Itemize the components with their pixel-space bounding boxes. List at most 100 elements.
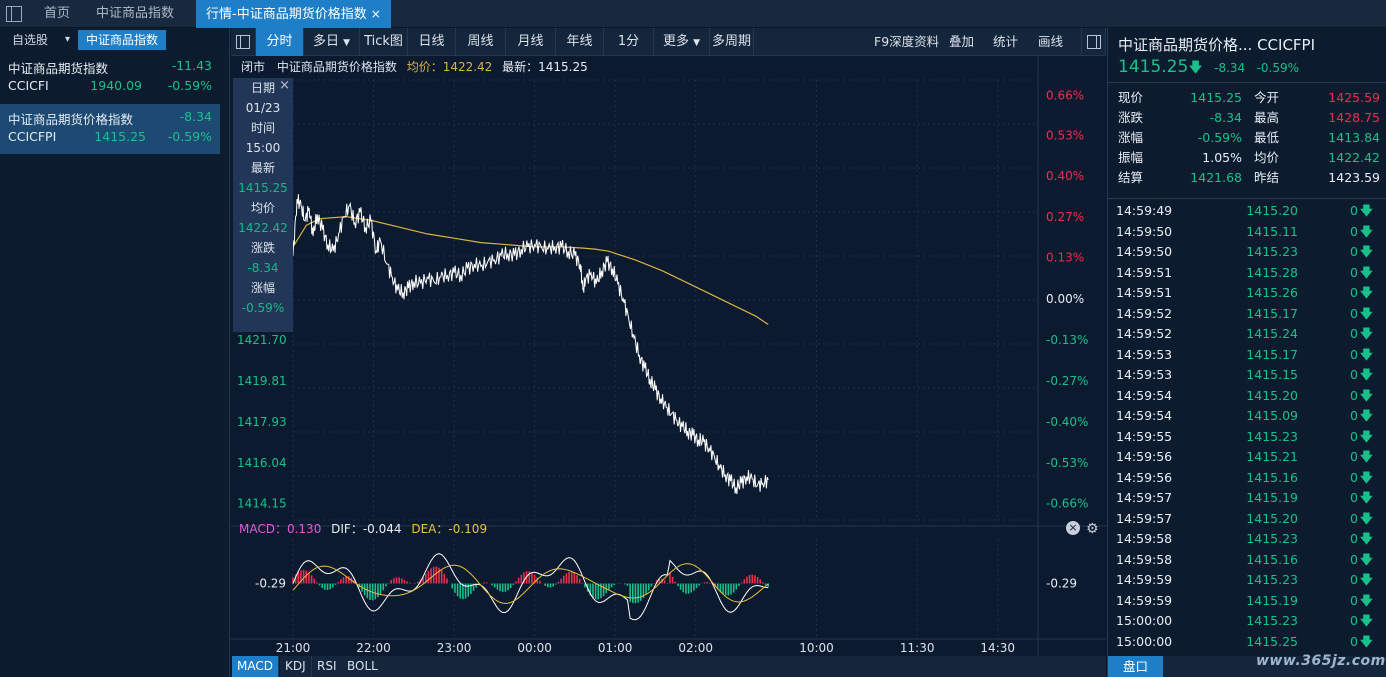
tick-time: 14:59:56 (1116, 449, 1173, 464)
y-tick-label: 1421.70 (237, 333, 287, 347)
chart-layout-icon[interactable] (231, 28, 256, 56)
y-tick-label: 1417.93 (237, 415, 287, 429)
arrow-down-icon: 🡇 (1360, 428, 1373, 444)
list-item[interactable]: 中证商品期货指数 -11.43 CCICFI 1940.09 -0.59% (0, 53, 220, 101)
tab-kdj[interactable]: KDJ (280, 656, 312, 677)
tick-price: 1415.17 (1246, 346, 1298, 362)
crosshair-avg-value: 1422.42 (238, 221, 288, 235)
arrow-down-icon: 🡇 (1360, 408, 1373, 423)
price-header: 1415.25🡇 -8.34 -0.59% (1118, 57, 1299, 81)
quote-value: 1423.59 (1328, 170, 1380, 185)
quote-label: 振幅 (1118, 150, 1144, 165)
tick-volume: 0 (1350, 346, 1358, 362)
list-item-code: CCICFPI (8, 129, 57, 144)
quote-label: 涨跌 (1118, 110, 1144, 125)
close-icon[interactable]: × (370, 7, 381, 21)
close-icon[interactable]: × (279, 78, 290, 93)
tab-more[interactable]: 更多 ▼ (654, 28, 710, 56)
tab-yearly[interactable]: 年线 (556, 28, 604, 56)
y-tick-label: 1416.04 (237, 456, 287, 470)
tick-volume: 0 (1350, 203, 1358, 218)
tick-volume: 0 (1350, 572, 1358, 587)
tick-volume: 0 (1350, 305, 1358, 321)
tab-multi-period[interactable]: 多周期 (710, 28, 754, 56)
list-item-name: 中证商品期货价格指数 (8, 112, 134, 127)
tick-price: 1415.23 (1246, 613, 1298, 628)
crosshair-info-box: × 日期 01/23 时间 15:00 最新 1415.25 均价 1422.4… (233, 78, 293, 332)
tab-commodity-list[interactable]: 中证商品指数 (78, 30, 167, 50)
tab-tick[interactable]: Tick图 (360, 28, 408, 56)
tab-macd[interactable]: MACD (232, 656, 279, 677)
tab-home[interactable]: 首页 (44, 6, 71, 21)
tick-volume: 0 (1350, 469, 1358, 485)
tab-weekly[interactable]: 周线 (456, 28, 506, 56)
tab-multi-day[interactable]: 多日 ▼ (304, 28, 360, 56)
statistics-button[interactable]: 统计 (993, 34, 1019, 49)
pct-tick-label: -0.53% (1046, 456, 1088, 470)
collapse-panel-icon[interactable] (1081, 28, 1106, 56)
tab-1min[interactable]: 1分 (604, 28, 654, 56)
tick-row: 14:59:54 1415.20 0 🡇 (1108, 386, 1386, 406)
tick-volume: 0 (1350, 367, 1358, 382)
y-tick-label: 1419.81 (237, 374, 287, 388)
list-item-change: -11.43 (171, 58, 212, 73)
tick-price: 1415.20 (1246, 387, 1298, 403)
tick-price: 1415.23 (1246, 572, 1298, 587)
macd-info-bar: MACD：0.130 DIF：-0.044 DEA：-0.109 × ⚙ (231, 520, 1106, 538)
arrow-down-icon: 🡇 (1360, 305, 1373, 321)
tab-more-label: 更多 (662, 34, 689, 49)
f9-deep-data-button[interactable]: F9深度资料 (874, 34, 940, 49)
intraday-chart[interactable]: 21:00 22:00 23:00 00:00 01:00 02:00 10:00 11:30… (231, 56, 1106, 656)
instrument-title: 中证商品期货价格... CCICFPI (1118, 36, 1316, 54)
layout-toggle-icon[interactable] (6, 6, 22, 22)
pct-tick-label: 0.53% (1046, 129, 1084, 143)
close-icon[interactable]: × (1066, 521, 1080, 535)
overlay-button[interactable]: 叠加 (949, 34, 975, 49)
divider (1108, 82, 1386, 83)
tick-price: 1415.26 (1246, 285, 1298, 300)
pct-tick-label: -0.66% (1046, 497, 1088, 511)
tick-volume: 0 (1350, 223, 1358, 239)
list-item-pct: -0.59% (167, 129, 212, 144)
tab-intraday[interactable]: 分时 (256, 28, 304, 56)
chevron-down-icon[interactable]: ▾ (64, 34, 70, 45)
tick-price: 1415.23 (1246, 531, 1298, 546)
arrow-down-icon: 🡇 (1360, 531, 1373, 546)
x-tick-label: 10:00 (799, 641, 834, 655)
tick-row: 14:59:51 1415.26 0 🡇 (1108, 283, 1386, 303)
quote-value: 1422.42 (1328, 150, 1380, 165)
current-price: 1415.25 (1118, 57, 1189, 77)
price-change: -8.34 (1214, 61, 1246, 75)
order-book-tab[interactable]: 盘口 (1108, 656, 1163, 677)
tick-time: 15:00:00 (1116, 633, 1173, 649)
gear-icon[interactable]: ⚙ (1086, 521, 1099, 537)
quote-label: 现价 (1118, 90, 1144, 105)
tick-volume: 0 (1350, 285, 1358, 300)
tick-time: 14:59:55 (1116, 428, 1173, 444)
tick-price: 1415.23 (1246, 428, 1298, 444)
quote-label: 最低 (1254, 130, 1280, 145)
tick-time: 14:59:58 (1116, 551, 1173, 567)
crosshair-last-value: 1415.25 (238, 181, 288, 195)
draw-line-button[interactable]: 画线 (1038, 34, 1064, 49)
tab-monthly[interactable]: 月线 (506, 28, 556, 56)
x-tick-label: 21:00 (276, 641, 311, 655)
tab-watchlist[interactable]: 自选股 ▾ (4, 30, 76, 50)
list-item-selected[interactable]: 中证商品期货价格指数 -8.34 CCICFPI 1415.25 -0.59% (0, 104, 220, 154)
tick-time: 15:00:00 (1116, 613, 1173, 628)
tick-price: 1415.28 (1246, 264, 1298, 280)
tab-quote-active[interactable]: 行情-中证商品期货价格指数 × (196, 0, 391, 28)
tick-price: 1415.17 (1246, 305, 1298, 321)
tick-list[interactable]: 14:59:49 1415.20 0 🡇 14:59:50 1415.11 0 🡇 14:59:… (1108, 201, 1386, 677)
list-item-change: -8.34 (179, 109, 212, 124)
tab-boll[interactable]: BOLL (342, 656, 384, 677)
tab-commodity-index[interactable]: 中证商品指数 (96, 6, 175, 21)
macd-axis-label: -0.29 (1046, 577, 1077, 591)
dea-line (292, 563, 769, 604)
tick-time: 14:59:58 (1116, 531, 1173, 546)
quote-panel: 中证商品期货价格... CCICFPI 1415.25🡇 -8.34 -0.59… (1107, 28, 1386, 677)
tab-daily[interactable]: 日线 (408, 28, 456, 56)
arrow-down-icon: 🡇 (1360, 203, 1373, 218)
tab-rsi[interactable]: RSI (312, 656, 343, 677)
quote-value: -8.34 (1209, 110, 1242, 125)
